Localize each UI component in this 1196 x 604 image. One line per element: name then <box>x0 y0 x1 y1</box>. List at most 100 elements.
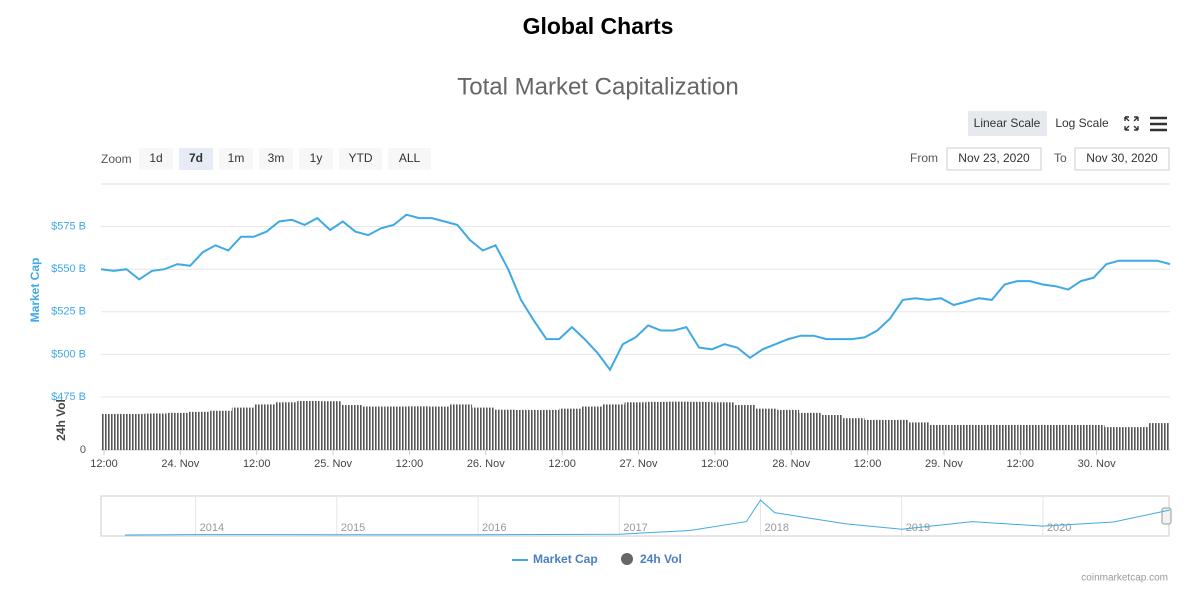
zoom-button[interactable]: 3m <box>268 151 285 165</box>
volume-bar <box>755 408 778 450</box>
volume-bar <box>951 424 974 450</box>
volume-bar <box>602 404 625 450</box>
volume-bar <box>580 406 603 450</box>
x-tick-label: 12:00 <box>396 458 424 470</box>
volume-bar <box>340 405 363 450</box>
from-date[interactable]: Nov 23, 2020 <box>958 151 1030 165</box>
navigator-tick-label: 2016 <box>482 522 506 534</box>
zoom-button[interactable] <box>179 148 213 170</box>
volume-bar <box>1082 424 1105 450</box>
volume-bar <box>101 413 123 450</box>
zoom-button[interactable] <box>259 148 293 170</box>
y-tick-label: $525 B <box>51 306 86 318</box>
legend-label[interactable]: 24h Vol <box>640 552 682 566</box>
volume-bar <box>777 409 800 450</box>
menu-icon[interactable] <box>1150 116 1167 132</box>
volume-bar <box>930 424 952 450</box>
zoom-button[interactable]: 1m <box>228 151 245 165</box>
volume-bar <box>384 406 407 450</box>
volume-bar <box>1104 427 1127 450</box>
volume-bar <box>493 409 516 450</box>
zoom-button[interactable]: ALL <box>399 151 421 165</box>
y-axis-title: Market Cap <box>28 258 42 323</box>
volume-bar <box>122 413 145 450</box>
volume-bar <box>188 411 211 450</box>
volume-bar <box>799 412 821 450</box>
scale-button-bg[interactable] <box>968 111 1047 136</box>
volume-bar <box>362 406 385 450</box>
chart-title: Total Market Capitalization <box>457 73 738 100</box>
zoom-button[interactable]: 7d <box>189 151 203 165</box>
volume-bar <box>973 424 996 450</box>
x-tick-label: 12:00 <box>548 458 576 470</box>
x-tick-label: 30. Nov <box>1078 458 1116 470</box>
y-tick-label: $550 B <box>51 263 86 275</box>
to-label: To <box>1054 151 1067 165</box>
zoom-button[interactable] <box>219 148 253 170</box>
to-date[interactable]: Nov 30, 2020 <box>1086 151 1158 165</box>
x-tick-label: 12:00 <box>90 458 118 470</box>
scale-button[interactable]: Linear Scale <box>974 116 1041 130</box>
zoom-button[interactable]: YTD <box>349 151 373 165</box>
x-tick-label: 25. Nov <box>314 458 352 470</box>
legend-dot[interactable] <box>621 553 633 565</box>
volume-bar <box>144 413 167 450</box>
volume-bar <box>624 402 647 450</box>
zoom-button[interactable] <box>339 148 382 170</box>
y-tick-label: 0 <box>80 444 86 456</box>
volume-bar <box>1017 424 1040 450</box>
volume-bar <box>428 406 451 450</box>
x-tick-label: 26. Nov <box>467 458 505 470</box>
scale-button[interactable]: Log Scale <box>1055 116 1109 130</box>
volume-bar <box>450 404 472 450</box>
volume-bar <box>864 419 887 450</box>
volume-bar <box>995 424 1018 450</box>
volume-bar <box>319 401 341 450</box>
y2-axis-title: 24h Vol <box>54 399 68 441</box>
y-tick-label: $475 B <box>51 391 86 403</box>
zoom-button[interactable]: 1d <box>149 151 162 165</box>
fullscreen-icon[interactable] <box>1124 116 1139 131</box>
y-tick-label: $500 B <box>51 348 86 360</box>
zoom-label: Zoom <box>101 152 132 166</box>
x-tick-label: 28. Nov <box>772 458 810 470</box>
to-input[interactable] <box>1074 147 1170 171</box>
series-line <box>100 213 1171 372</box>
zoom-button[interactable]: 1y <box>310 151 323 165</box>
navigator-tick-label: 2014 <box>200 522 224 534</box>
volume-bar <box>471 407 494 450</box>
from-input[interactable] <box>946 147 1042 171</box>
volume-bar <box>646 401 669 450</box>
zoom-button[interactable] <box>299 148 333 170</box>
volume-bar <box>231 407 254 450</box>
volume-bar <box>1148 423 1170 450</box>
volume-bar <box>733 405 756 450</box>
from-label: From <box>910 151 938 165</box>
volume-bar <box>515 409 538 450</box>
volume-bar <box>559 408 581 450</box>
volume-bar <box>297 401 320 450</box>
x-tick-label: 12:00 <box>701 458 729 470</box>
navigator-handle[interactable] <box>1161 507 1172 525</box>
x-tick-label: 29. Nov <box>925 458 963 470</box>
series-line <box>124 499 1171 536</box>
volume-bar <box>1039 424 1061 450</box>
page-title: Global Charts <box>523 13 674 39</box>
volume-bar <box>711 402 734 450</box>
volume-bar <box>166 412 189 450</box>
volume-bar <box>690 401 712 450</box>
navigator-tick-label: 2015 <box>341 522 365 534</box>
volume-bar <box>275 402 298 450</box>
y-tick-label: $575 B <box>51 221 86 233</box>
zoom-button[interactable] <box>139 148 173 170</box>
volume-bar <box>1060 424 1083 450</box>
volume-bar <box>537 409 560 450</box>
volume-bar <box>842 418 865 450</box>
source: coinmarketcap.com <box>1081 573 1168 584</box>
legend-label[interactable]: Market Cap <box>533 552 598 566</box>
x-tick-label: 12:00 <box>1007 458 1035 470</box>
volume-bar <box>908 422 931 450</box>
zoom-button[interactable] <box>388 148 431 170</box>
